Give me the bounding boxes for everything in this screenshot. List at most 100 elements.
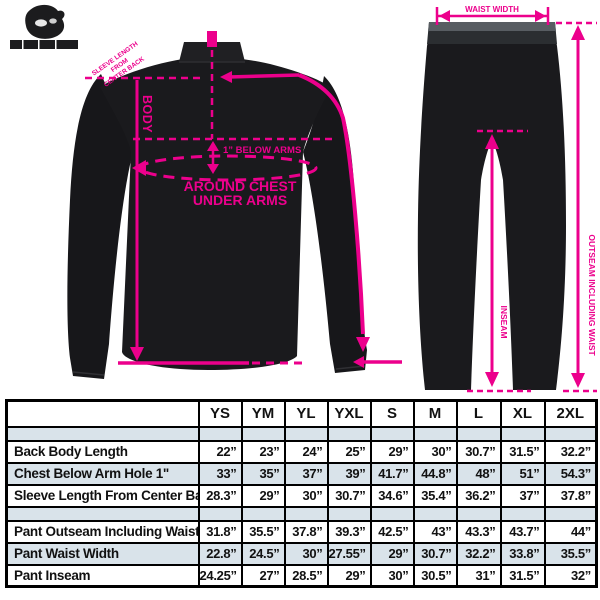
measurement-value: 37” bbox=[283, 461, 329, 486]
measurement-value: 35.5” bbox=[543, 541, 598, 566]
measurement-value: 27.55” bbox=[326, 541, 372, 566]
brand-logo bbox=[10, 4, 78, 49]
up-arrowhead-icon bbox=[485, 134, 499, 149]
measurement-value: 32.2” bbox=[543, 439, 598, 464]
left-arrowhead-icon bbox=[132, 160, 146, 176]
measurement-value: 34.6” bbox=[369, 483, 415, 508]
measurement-value: 41.7” bbox=[369, 461, 415, 486]
down-arrowhead-icon bbox=[485, 372, 499, 387]
jacket-body bbox=[100, 59, 331, 370]
measurement-label: Pant Inseam bbox=[5, 563, 200, 588]
up-arrowhead-icon bbox=[207, 141, 219, 151]
outseam-label: OUTSEAM INCLUDING WAIST bbox=[587, 234, 597, 356]
spacer-cell bbox=[455, 425, 502, 442]
measurement-value: 30.7” bbox=[326, 483, 372, 508]
size-column-header: YL bbox=[283, 399, 329, 428]
spacer-cell bbox=[283, 425, 329, 442]
mascot-eye bbox=[35, 19, 47, 27]
size-column-header: 2XL bbox=[543, 399, 598, 428]
collar-top-marker bbox=[207, 31, 217, 47]
measurement-value: 44.8” bbox=[412, 461, 458, 486]
up-arrowhead-icon bbox=[571, 25, 585, 40]
jacket-measurements bbox=[85, 31, 402, 368]
measurement-row: Pant Waist Width 22.8” 24.5” 30” 27.55” 29” 30… bbox=[5, 541, 598, 566]
spacer-cell bbox=[326, 425, 372, 442]
around-chest-label-line2: UNDER ARMS bbox=[193, 192, 287, 208]
measurement-value: 24” bbox=[283, 439, 329, 464]
measurement-value: 30.7” bbox=[412, 541, 458, 566]
size-column-header: YM bbox=[240, 399, 286, 428]
measurement-value: 30” bbox=[412, 439, 458, 464]
spacer-cell bbox=[197, 425, 243, 442]
pants-waistband-inner bbox=[428, 22, 556, 31]
sleeve-measure-line bbox=[228, 73, 300, 79]
size-table: YS YM YL YXL S M L XL 2XL Back Body Length 22” 23” 2… bbox=[5, 399, 598, 588]
measurement-value: 22.8” bbox=[197, 541, 243, 566]
measurement-value: 29” bbox=[369, 541, 415, 566]
brand-wordmark bbox=[10, 40, 78, 49]
header-row: YS YM YL YXL S M L XL 2XL bbox=[5, 399, 598, 428]
spacer-row bbox=[5, 425, 598, 442]
size-column-header: L bbox=[455, 399, 502, 428]
measurement-value: 33.8” bbox=[499, 541, 546, 566]
measurement-value: 30.7” bbox=[455, 439, 502, 464]
measurement-diagram: BODY SLEEVE LENGTH FROM CENTER BACK 1” B… bbox=[10, 4, 597, 393]
measurement-value: 35.4” bbox=[412, 483, 458, 508]
spacer-cell bbox=[455, 505, 502, 522]
spacer-cell bbox=[5, 425, 200, 442]
measurement-value: 42.5” bbox=[369, 519, 415, 544]
sleeve-measure-curve bbox=[298, 73, 365, 335]
down-arrowhead-icon bbox=[356, 337, 370, 352]
down-arrowhead-icon bbox=[207, 164, 219, 174]
spacer-cell bbox=[369, 425, 415, 442]
measurement-value: 36.2” bbox=[455, 483, 502, 508]
measurement-value: 43.3” bbox=[455, 519, 502, 544]
spacer-row bbox=[5, 505, 598, 522]
spacer-cell bbox=[499, 425, 546, 442]
measurement-value: 28.3” bbox=[197, 483, 243, 508]
measurement-row: Pant Inseam 24.25” 27” 28.5” 29” 30” 30.5” 31” 3… bbox=[5, 563, 598, 588]
jacket-left-sleeve bbox=[67, 74, 133, 379]
measurement-value: 28.5” bbox=[283, 563, 329, 588]
measurement-value: 37.8” bbox=[283, 519, 329, 544]
measurement-value: 35.5” bbox=[240, 519, 286, 544]
measurement-row: Pant Outseam Including Waist 31.8” 35.5” 37… bbox=[5, 519, 598, 544]
around-chest-label-line1: AROUND CHEST bbox=[184, 178, 297, 194]
jacket-right-sleeve bbox=[303, 76, 367, 373]
right-arrowhead-icon bbox=[535, 10, 546, 22]
pants-measurements bbox=[435, 7, 597, 393]
measurement-value: 30” bbox=[283, 541, 329, 566]
left-arrowhead-icon bbox=[220, 71, 232, 83]
measurement-label: Back Body Length bbox=[5, 439, 200, 464]
size-column-header: M bbox=[412, 399, 458, 428]
measurement-label: Pant Waist Width bbox=[5, 541, 200, 566]
measurement-row: Back Body Length 22” 23” 24” 25” 29” 30” 30.7” 3… bbox=[5, 439, 598, 464]
measurement-value: 39” bbox=[326, 461, 372, 486]
measurement-value: 27” bbox=[240, 563, 286, 588]
measurement-value: 31.8” bbox=[197, 519, 243, 544]
body-label: BODY bbox=[140, 95, 154, 133]
measurement-value: 48” bbox=[455, 461, 502, 486]
measurement-value: 24.5” bbox=[240, 541, 286, 566]
measurement-value: 51” bbox=[499, 461, 546, 486]
pants-body bbox=[417, 24, 566, 390]
waist-width-label: WAIST WIDTH bbox=[465, 5, 519, 14]
mascot-eye bbox=[49, 18, 57, 24]
spacer-cell bbox=[240, 425, 286, 442]
spacer-cell bbox=[543, 505, 598, 522]
measurement-value: 29” bbox=[369, 439, 415, 464]
measurement-value: 43” bbox=[412, 519, 458, 544]
measurement-value: 30.5” bbox=[412, 563, 458, 588]
measurement-value: 31” bbox=[455, 563, 502, 588]
measurement-label: Pant Outseam Including Waist bbox=[5, 519, 200, 544]
spacer-cell bbox=[197, 505, 243, 522]
size-column-header: YXL bbox=[326, 399, 372, 428]
spacer-cell bbox=[369, 505, 415, 522]
measurement-row: Sleeve Length From Center Back 28.3” 29” 30… bbox=[5, 483, 598, 508]
measurement-label: Chest Below Arm Hole 1" bbox=[5, 461, 200, 486]
measurement-value: 29” bbox=[326, 563, 372, 588]
left-arrowhead-icon bbox=[353, 356, 364, 368]
inseam-label: INSEAM bbox=[499, 305, 509, 338]
spacer-cell bbox=[412, 505, 458, 522]
